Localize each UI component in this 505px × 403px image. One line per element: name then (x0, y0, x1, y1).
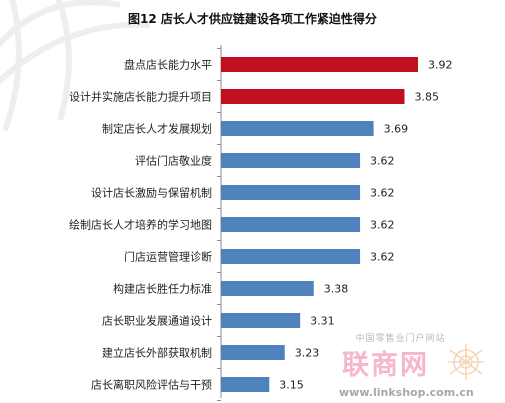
data-label: 3.38 (324, 283, 349, 296)
data-label: 3.62 (370, 155, 395, 168)
data-label: 3.85 (414, 91, 439, 104)
bar (221, 121, 374, 136)
bar (221, 57, 418, 72)
watermark-url: www.linkshop.com.cn (339, 386, 474, 399)
watermark-tagline: 中国零售业门户网站 (355, 334, 446, 344)
category-label: 绘制店长人才培养的学习地图 (69, 218, 212, 232)
category-label: 构建店长胜任力标准 (113, 282, 212, 296)
data-label: 3.15 (279, 379, 304, 392)
category-label: 设计并实施店长能力提升项目 (69, 90, 212, 104)
category-label: 门店运营管理诊断 (124, 250, 212, 264)
watermark-brand: 联商网 (342, 350, 429, 381)
data-label: 3.62 (370, 187, 395, 200)
data-label: 3.69 (384, 123, 409, 136)
data-label: 3.62 (370, 219, 395, 232)
data-label: 3.62 (370, 251, 395, 264)
bar (221, 249, 361, 264)
data-label: 3.23 (295, 347, 320, 360)
category-label: 设计店长激励与保留机制 (91, 186, 212, 200)
bar (221, 217, 361, 232)
chart-title: 图12 店长人才供应链建设各项工作紧迫性得分 (128, 12, 377, 26)
category-label: 盘点店长能力水平 (124, 58, 212, 72)
bar (221, 153, 361, 168)
category-label: 店长职业发展通道设计 (102, 314, 212, 328)
category-label: 店长离职风险评估与干预 (91, 378, 212, 392)
watermark-brand-logo: 联商网 (342, 344, 484, 381)
bar (221, 377, 270, 392)
category-label: 制定店长人才发展规划 (102, 122, 212, 136)
bar (221, 89, 405, 104)
category-label: 建立店长外部获取机制 (102, 346, 212, 360)
category-label: 评估门店敬业度 (135, 154, 212, 168)
data-label: 3.31 (310, 315, 335, 328)
bar (221, 185, 361, 200)
data-label: 3.92 (428, 59, 453, 72)
bar (221, 281, 314, 296)
bar (221, 345, 285, 360)
bar (221, 313, 301, 328)
